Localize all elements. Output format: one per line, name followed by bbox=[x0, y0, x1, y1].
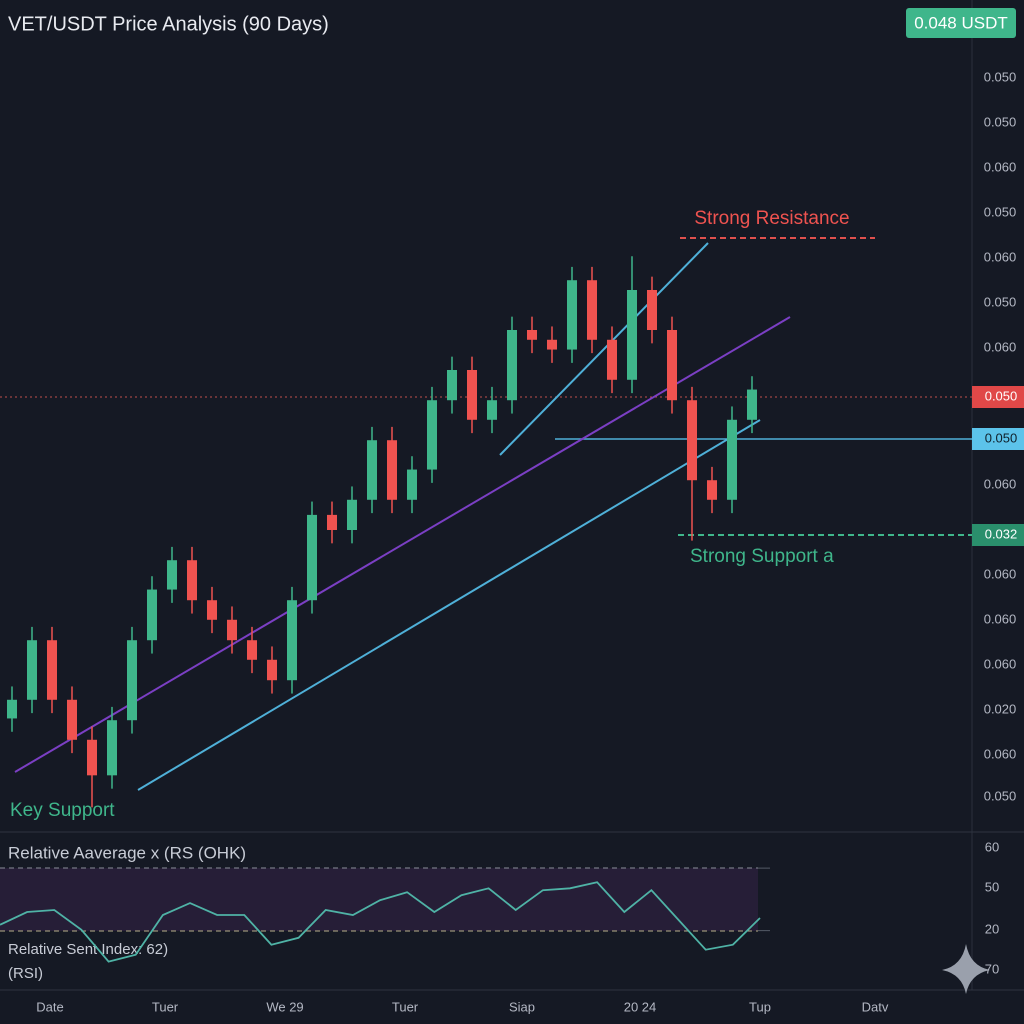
candle-body bbox=[147, 589, 157, 641]
candle-body bbox=[487, 400, 497, 420]
candle-body bbox=[267, 659, 277, 681]
candle-body bbox=[247, 640, 257, 660]
x-tick-label: Tup bbox=[749, 999, 771, 1014]
candle-body bbox=[107, 720, 117, 776]
trend-line bbox=[137, 419, 761, 791]
candle-body bbox=[687, 400, 697, 481]
x-tick-label: We 29 bbox=[266, 999, 303, 1014]
candle-body bbox=[167, 560, 177, 590]
candle-body bbox=[647, 290, 657, 330]
x-tick-label: Siap bbox=[509, 999, 535, 1014]
trend-line bbox=[14, 316, 791, 773]
candle-body bbox=[567, 280, 577, 350]
x-tick-label: Date bbox=[36, 999, 63, 1014]
candle-body bbox=[507, 330, 517, 401]
y-tick-label: 0.060 bbox=[984, 476, 1017, 491]
candle-body bbox=[547, 339, 557, 350]
price-tag-text: 0.032 bbox=[985, 526, 1018, 541]
trend-line bbox=[499, 242, 709, 456]
rsi-axis-label: 20 bbox=[985, 921, 999, 936]
y-tick-label: 0.050 bbox=[984, 204, 1017, 219]
x-tick-label: Datv bbox=[862, 999, 889, 1014]
y-tick-label: 0.060 bbox=[984, 611, 1017, 626]
y-tick-label: 0.020 bbox=[984, 701, 1017, 716]
rsi-title: Relative Aaverage x (RS (OHK) bbox=[8, 843, 246, 862]
x-tick-label: Tuer bbox=[152, 999, 179, 1014]
rsi-axis-label: 70 bbox=[985, 961, 999, 976]
rsi-line bbox=[0, 881, 761, 963]
annotation: Strong Resistance bbox=[694, 208, 849, 229]
x-tick-label: Tuer bbox=[392, 999, 419, 1014]
candle-body bbox=[67, 699, 77, 740]
y-tick-label: 0.060 bbox=[984, 746, 1017, 761]
price-tag bbox=[972, 428, 1024, 450]
y-tick-label: 0.050 bbox=[984, 114, 1017, 129]
price-tag bbox=[972, 386, 1024, 408]
candle-body bbox=[7, 699, 17, 719]
candle-body bbox=[367, 440, 377, 500]
candle-body bbox=[87, 739, 97, 776]
candle-body bbox=[347, 499, 357, 530]
annotation: Key Support bbox=[10, 800, 115, 821]
candle-body bbox=[127, 640, 137, 721]
candle-body bbox=[187, 560, 197, 601]
candle-body bbox=[227, 619, 237, 641]
price-badge-text: 0.048 USDT bbox=[914, 13, 1008, 32]
candle-body bbox=[527, 330, 537, 340]
candle-body bbox=[447, 370, 457, 401]
y-tick-label: 0.060 bbox=[984, 159, 1017, 174]
candle-body bbox=[467, 370, 477, 420]
y-tick-label: 0.060 bbox=[984, 339, 1017, 354]
price-tag-text: 0.050 bbox=[985, 430, 1018, 445]
annotation: Strong Support a bbox=[690, 546, 834, 567]
candle-body bbox=[427, 400, 437, 470]
candle-body bbox=[207, 600, 217, 620]
y-tick-label: 0.060 bbox=[984, 566, 1017, 581]
candle-body bbox=[627, 290, 637, 380]
rsi-label: Relative Sent Index: 62) bbox=[8, 941, 168, 958]
candle-body bbox=[747, 389, 757, 420]
y-tick-label: 0.060 bbox=[984, 249, 1017, 264]
candle-body bbox=[47, 640, 57, 700]
y-tick-label: 0.050 bbox=[984, 788, 1017, 803]
price-tag-text: 0.050 bbox=[985, 388, 1018, 403]
candle-body bbox=[607, 339, 617, 380]
candle-body bbox=[587, 280, 597, 340]
candle-body bbox=[707, 480, 717, 500]
y-tick-label: 0.060 bbox=[984, 656, 1017, 671]
y-tick-label: 0.050 bbox=[984, 69, 1017, 84]
candle-body bbox=[667, 330, 677, 401]
candle-body bbox=[387, 440, 397, 500]
price-tag bbox=[972, 524, 1024, 546]
candle-body bbox=[407, 469, 417, 500]
candle-body bbox=[287, 600, 297, 681]
logo bbox=[942, 944, 990, 994]
rsi-band bbox=[0, 868, 758, 931]
rsi-label: (RSI) bbox=[8, 965, 43, 982]
rsi-axis-label: 60 bbox=[985, 839, 999, 854]
chart-title: VET/USDT Price Analysis (90 Days) bbox=[8, 13, 329, 35]
candle-body bbox=[27, 640, 37, 700]
y-tick-label: 0.050 bbox=[984, 294, 1017, 309]
price-badge bbox=[906, 8, 1016, 38]
candle-body bbox=[727, 419, 737, 500]
candle-body bbox=[327, 514, 337, 530]
x-tick-label: 20 24 bbox=[624, 999, 657, 1014]
rsi-axis-label: 50 bbox=[985, 879, 999, 894]
candle-body bbox=[307, 514, 317, 601]
